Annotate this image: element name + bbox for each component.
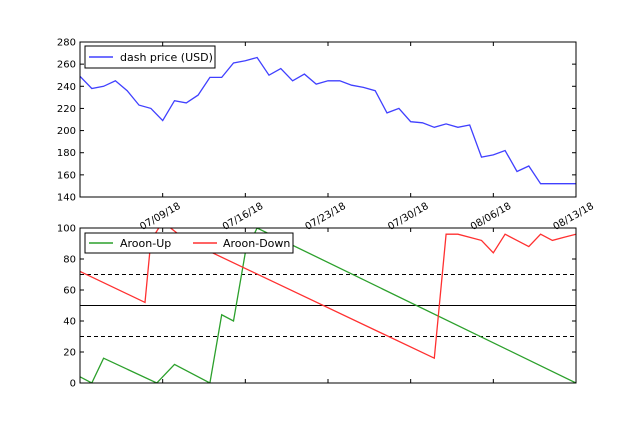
y-tick-label: 20	[63, 348, 76, 359]
aroon-legend: Aroon-Up Aroon-Down	[84, 232, 294, 254]
price-legend: dash price (USD)	[84, 45, 216, 69]
series-line-dash-price-usd	[80, 56, 576, 185]
y-tick-label: 160	[57, 170, 76, 181]
aroon-panel: 0 20 40 60 80 100 Aroon-Up Aroon-Down	[57, 224, 577, 390]
y-tick-label: 100	[57, 224, 76, 235]
price-legend-box	[84, 45, 216, 69]
y-tick-label: 180	[57, 148, 76, 159]
aroon-legend-box	[84, 232, 294, 254]
y-tick-label: 60	[63, 286, 76, 297]
y-tick-label: 140	[57, 193, 76, 204]
y-tick-label: 260	[57, 60, 76, 71]
aroon-up-legend-label: Aroon-Up	[120, 237, 171, 250]
y-tick-label: 240	[57, 82, 76, 93]
y-tick-label: 0	[70, 379, 76, 390]
price-legend-label: dash price (USD)	[120, 51, 213, 64]
y-tick-label: 80	[63, 255, 76, 266]
y-tick-label: 40	[63, 317, 76, 328]
series-line-aroon-down	[80, 228, 576, 360]
y-tick-label: 280	[57, 38, 76, 49]
y-tick-label: 200	[57, 126, 76, 137]
y-tick-label: 220	[57, 104, 76, 115]
aroon-down-legend-label: Aroon-Down	[223, 237, 290, 250]
